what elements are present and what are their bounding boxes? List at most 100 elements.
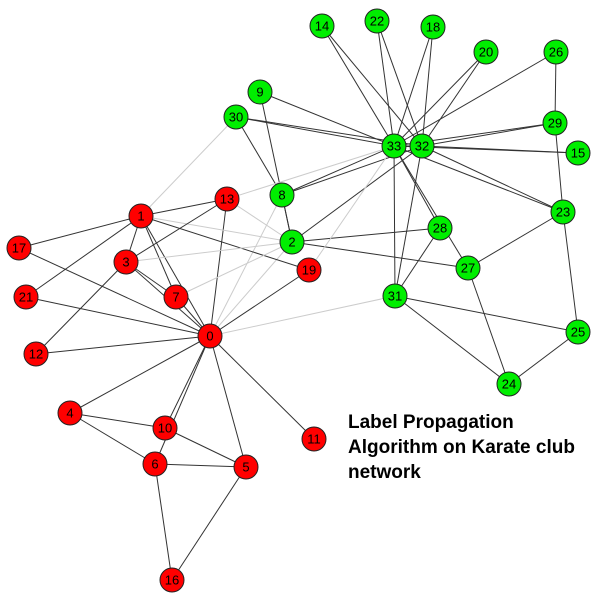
node-5: 5 (233, 454, 259, 480)
node-label: 14 (315, 19, 329, 34)
node-1: 1 (128, 203, 154, 229)
edge-1-2 (140, 215, 293, 243)
node-24: 24 (496, 371, 522, 397)
edge-2-13 (226, 198, 293, 243)
edge-23-29 (554, 122, 564, 213)
node-11: 11 (301, 426, 327, 452)
node-label: 1 (137, 209, 144, 224)
node-label: 5 (242, 460, 249, 475)
node-circle (420, 14, 446, 40)
edge-24-27 (467, 267, 510, 385)
node-circle (565, 319, 591, 345)
node-circle (23, 341, 49, 367)
node-33: 33 (381, 133, 407, 159)
edge-4-6 (69, 412, 156, 465)
edge-27-33 (393, 145, 469, 269)
node-label: 16 (165, 573, 179, 588)
node-label: 31 (388, 289, 402, 304)
node-22: 22 (364, 8, 390, 34)
node-circle (301, 426, 327, 452)
edge-28-31 (394, 227, 441, 297)
edge-0-11 (209, 335, 315, 440)
graph-caption: Label Propagation Algorithm on Karate cl… (348, 412, 575, 483)
edge-3-12 (35, 261, 127, 355)
node-0: 0 (197, 323, 223, 349)
node-circle (269, 182, 295, 208)
node-circle (296, 257, 322, 283)
node-23: 23 (550, 199, 576, 225)
node-21: 21 (13, 284, 39, 310)
edge-2-32 (291, 145, 423, 243)
node-circle (128, 203, 154, 229)
edge-18-33 (393, 26, 434, 147)
edges-layer (18, 20, 579, 581)
node-label: 22 (370, 14, 384, 29)
node-label: 2 (288, 235, 295, 250)
edge-6-16 (154, 463, 173, 581)
edge-0-2 (209, 241, 293, 337)
node-circle (197, 323, 223, 349)
node-circle (543, 39, 569, 65)
edge-1-7 (140, 215, 177, 298)
edge-24-31 (394, 295, 510, 385)
node-label: 25 (571, 325, 585, 340)
edge-1-21 (25, 215, 142, 298)
nodes-layer: 0123456789101112131415161718192021222324… (6, 8, 591, 593)
node-7: 7 (163, 284, 189, 310)
node-circle (550, 199, 576, 225)
edge-28-33 (393, 145, 441, 229)
node-label: 19 (302, 263, 316, 278)
node-label: 26 (549, 45, 563, 60)
node-circle (381, 133, 407, 159)
edge-9-33 (259, 91, 395, 147)
node-31: 31 (382, 283, 408, 309)
node-10: 10 (152, 415, 178, 441)
node-circle (382, 283, 408, 309)
node-label: 7 (172, 290, 179, 305)
edge-0-10 (164, 335, 211, 429)
edge-14-32 (321, 25, 423, 147)
edge-1-13 (140, 198, 228, 217)
node-19: 19 (296, 257, 322, 283)
node-label: 18 (426, 20, 440, 35)
edge-31-32 (394, 145, 423, 297)
node-28: 28 (427, 215, 453, 241)
edge-5-10 (164, 427, 247, 468)
node-label: 6 (151, 457, 158, 472)
node-15: 15 (565, 140, 591, 166)
edge-31-33 (393, 145, 396, 297)
node-20: 20 (473, 39, 499, 65)
edge-18-32 (421, 26, 434, 147)
edge-8-33 (281, 145, 395, 196)
node-3: 3 (113, 249, 139, 275)
node-label: 24 (502, 377, 516, 392)
node-circle (142, 451, 168, 477)
edge-24-25 (508, 331, 579, 385)
edge-1-17 (18, 215, 142, 249)
node-label: 33 (387, 139, 401, 154)
edge-26-33 (393, 51, 557, 147)
edge-0-17 (18, 247, 211, 337)
node-label: 11 (307, 432, 321, 447)
node-label: 27 (461, 261, 475, 276)
edge-0-1 (140, 215, 211, 337)
edge-2-9 (259, 91, 293, 243)
edge-5-16 (171, 466, 247, 581)
node-4: 4 (57, 400, 83, 426)
node-circle (6, 235, 32, 261)
node-label: 3 (122, 255, 129, 270)
node-circle (364, 8, 390, 34)
node-9: 9 (247, 79, 273, 105)
node-circle (309, 13, 335, 39)
node-label: 28 (433, 221, 447, 236)
edge-0-12 (35, 335, 211, 355)
edge-29-32 (421, 122, 556, 147)
node-18: 18 (420, 14, 446, 40)
edge-5-6 (154, 463, 247, 468)
node-6: 6 (142, 451, 168, 477)
edge-23-25 (562, 211, 579, 333)
node-label: 13 (220, 192, 234, 207)
edge-2-28 (291, 227, 441, 243)
node-label: 10 (158, 421, 172, 436)
node-circle (409, 133, 435, 159)
